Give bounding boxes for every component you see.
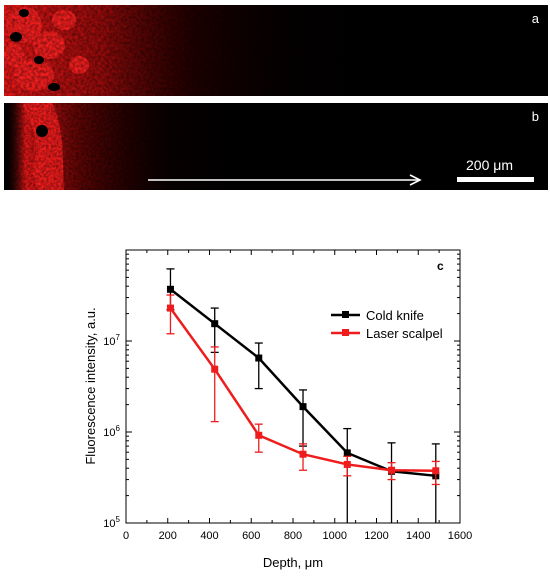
legend-label-laser-scalpel: Laser scalpel <box>366 326 443 341</box>
data-point-laser-scalpel <box>211 365 219 373</box>
scale-bar <box>457 177 534 182</box>
series-layer <box>166 268 440 523</box>
fluorescence-image-b: b <box>4 103 548 190</box>
x-tick-label: 800 <box>284 530 302 542</box>
y-axis: 105 106 107 <box>103 253 460 530</box>
legend-marker-cold-knife <box>342 311 349 318</box>
data-point-cold-knife <box>211 320 219 328</box>
data-point-cold-knife <box>166 285 174 293</box>
x-axis-title: Depth, μm <box>263 555 323 570</box>
y-tick-label: 107 <box>103 333 120 348</box>
data-point-cold-knife <box>255 354 263 362</box>
fluorescence-texture-a <box>4 5 548 96</box>
x-tick-label: 1600 <box>448 530 472 542</box>
data-point-laser-scalpel <box>255 431 263 439</box>
data-point-laser-scalpel <box>343 460 351 468</box>
x-tick-label: 1200 <box>364 530 388 542</box>
x-tick-label: 400 <box>200 530 218 542</box>
series-cold-knife <box>166 268 440 523</box>
panel-label-b: b <box>531 109 539 124</box>
legend-label-cold-knife: Cold knife <box>366 308 424 323</box>
fluorescence-depth-chart: 0 200 400 600 800 1000 1200 1400 1600 105106107 … <box>83 249 472 570</box>
data-point-laser-scalpel <box>166 304 174 312</box>
data-point-cold-knife <box>299 403 307 411</box>
y-axis-title: Fluorescence intensity, a.u. <box>83 307 98 464</box>
panel-label-a: a <box>531 11 539 26</box>
x-tick-label: 200 <box>159 530 177 542</box>
scale-bar-label: 200 μm <box>466 157 513 173</box>
data-point-cold-knife <box>343 449 351 457</box>
x-tick-label: 0 <box>123 530 129 542</box>
fluorescence-image-a: a <box>4 5 548 96</box>
x-axis: 0 200 400 600 800 1000 1200 1400 1600 <box>123 250 472 542</box>
x-tick-label: 600 <box>242 530 260 542</box>
y-tick-label: 105 <box>103 515 120 530</box>
data-point-laser-scalpel <box>432 467 440 475</box>
y-tick-label: 106 <box>103 424 120 439</box>
fluorescence-texture-b <box>4 103 548 190</box>
legend-marker-laser-scalpel <box>342 329 349 336</box>
x-tick-label: 1400 <box>406 530 430 542</box>
data-point-laser-scalpel <box>299 450 307 458</box>
x-tick-label: 1000 <box>323 530 347 542</box>
series-laser-scalpel <box>166 294 440 486</box>
legend: Cold knife Laser scalpel <box>331 308 443 341</box>
plot-frame <box>125 249 461 524</box>
depth-direction-arrow <box>148 174 422 186</box>
chart-panel-label: c <box>437 259 444 273</box>
data-point-laser-scalpel <box>388 466 396 474</box>
